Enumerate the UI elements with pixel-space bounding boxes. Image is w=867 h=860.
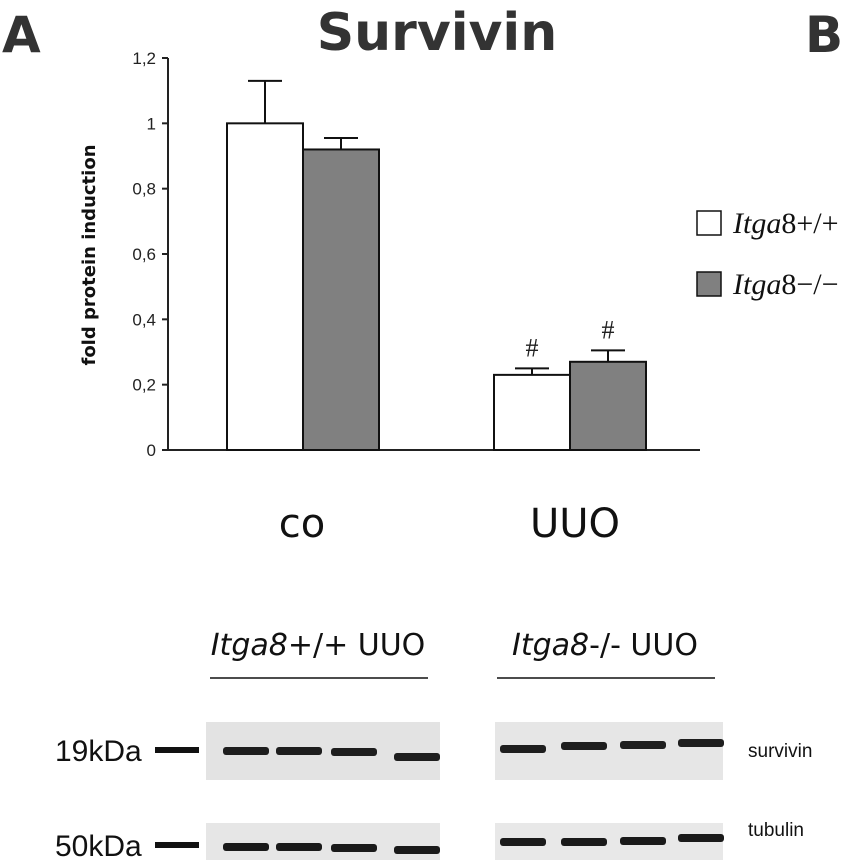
tubulin-band bbox=[394, 846, 440, 854]
y-tick-label: 1,2 bbox=[132, 49, 156, 68]
survivin-band bbox=[394, 753, 440, 761]
survivin-band bbox=[500, 745, 546, 753]
y-tick-label: 1 bbox=[147, 114, 156, 133]
survivin-band bbox=[276, 747, 322, 755]
western-blot bbox=[206, 722, 724, 860]
y-tick-label: 0,2 bbox=[132, 376, 156, 395]
y-tick-label: 0,8 bbox=[132, 180, 156, 199]
tubulin-band bbox=[561, 838, 607, 846]
legend: Itga8+/+ Itga8−/− bbox=[696, 207, 839, 301]
panel-label-b: B bbox=[805, 6, 843, 64]
survivin-band bbox=[223, 747, 269, 755]
protein-label-survivin: survivin bbox=[748, 741, 812, 762]
blot-bands bbox=[223, 739, 724, 854]
bar bbox=[493, 373, 571, 451]
y-tick-label: 0 bbox=[147, 441, 156, 460]
marker-label-survivin: 19kDa bbox=[55, 735, 142, 768]
marker-bar-tubulin bbox=[155, 842, 199, 848]
bars: ## bbox=[226, 79, 647, 451]
blot-group-label-wild-type: Itga8+/+ UUO bbox=[211, 628, 426, 663]
chart-title: Survivin bbox=[317, 3, 558, 63]
category-label-uuo: UUO bbox=[530, 501, 620, 547]
survivin-band bbox=[561, 742, 607, 750]
blot-strip-tubulin-wild-type bbox=[206, 823, 440, 860]
tubulin-band bbox=[223, 843, 269, 851]
panel-label-a: A bbox=[2, 6, 41, 64]
marker-bar-survivin bbox=[155, 747, 199, 753]
bar bbox=[302, 148, 380, 451]
tubulin-band bbox=[331, 844, 377, 852]
legend-label-knockout: Itga8−/− bbox=[732, 268, 839, 301]
significance-marker: # bbox=[602, 315, 615, 344]
blot-group-label-knockout: Itga8-/- UUO bbox=[512, 628, 698, 663]
tubulin-band bbox=[276, 843, 322, 851]
tubulin-band bbox=[620, 837, 666, 845]
significance-marker: # bbox=[526, 333, 539, 362]
y-tick-label: 0,6 bbox=[132, 245, 156, 264]
tubulin-band bbox=[678, 834, 724, 842]
tubulin-band bbox=[500, 838, 546, 846]
protein-label-tubulin: tubulin bbox=[748, 820, 804, 841]
legend-swatch-wild-type bbox=[696, 210, 722, 236]
bar bbox=[226, 122, 304, 451]
bar bbox=[569, 360, 647, 451]
legend-label-wild-type: Itga8+/+ bbox=[732, 207, 839, 240]
y-axis-label: fold protein induction bbox=[79, 144, 100, 365]
marker-label-tubulin: 50kDa bbox=[55, 830, 142, 860]
y-ticks: 0 0,2 0,4 0,6 0,8 1 1,2 bbox=[132, 49, 168, 460]
category-label-co: co bbox=[279, 501, 325, 547]
legend-swatch-knockout bbox=[696, 271, 722, 297]
y-tick-label: 0,4 bbox=[132, 310, 156, 329]
survivin-band bbox=[620, 741, 666, 749]
survivin-band bbox=[678, 739, 724, 747]
survivin-band bbox=[331, 748, 377, 756]
